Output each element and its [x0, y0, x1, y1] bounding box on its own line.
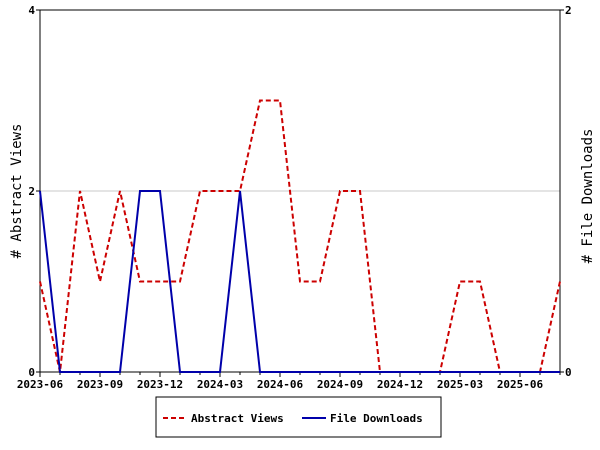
- y-tick-right-label: 0: [565, 366, 572, 379]
- y-tick-left-label: 2: [28, 185, 35, 198]
- x-tick-label: 2025-06: [497, 378, 544, 391]
- grid-lines: [40, 9, 560, 373]
- axis-ticks: 0 2 4 0 2 2023-06 2023-09 2023-12 2024-03 2024-06…: [17, 4, 572, 391]
- x-tick-label: 2023-06: [17, 378, 64, 391]
- series-lines: [39, 99, 561, 373]
- legend: Abstract Views File Downloads: [155, 396, 442, 438]
- x-tick-label: 2024-06: [257, 378, 304, 391]
- y-tick-left-label: 4: [28, 4, 35, 17]
- y-tick-left-label: 0: [28, 366, 35, 379]
- legend-label-abstract-views: Abstract Views: [191, 412, 284, 425]
- series-line-file-downloads: [39, 190, 560, 373]
- y-tick-right-label: 2: [565, 4, 572, 17]
- x-tick-label: 2024-09: [317, 378, 363, 391]
- x-tick-label: 2023-09: [77, 378, 123, 391]
- y-axis-title-right: # File Downloads: [580, 129, 596, 264]
- y-axis-title-left: # Abstract Views: [9, 124, 25, 259]
- legend-box: [155, 396, 442, 438]
- legend-label-file-downloads: File Downloads: [330, 412, 423, 425]
- series-line-abstract-views: [39, 99, 561, 373]
- x-tick-label: 2024-03: [197, 378, 243, 391]
- x-tick-label: 2023-12: [137, 378, 183, 391]
- x-tick-label: 2025-03: [437, 378, 483, 391]
- x-tick-label: 2024-12: [377, 378, 423, 391]
